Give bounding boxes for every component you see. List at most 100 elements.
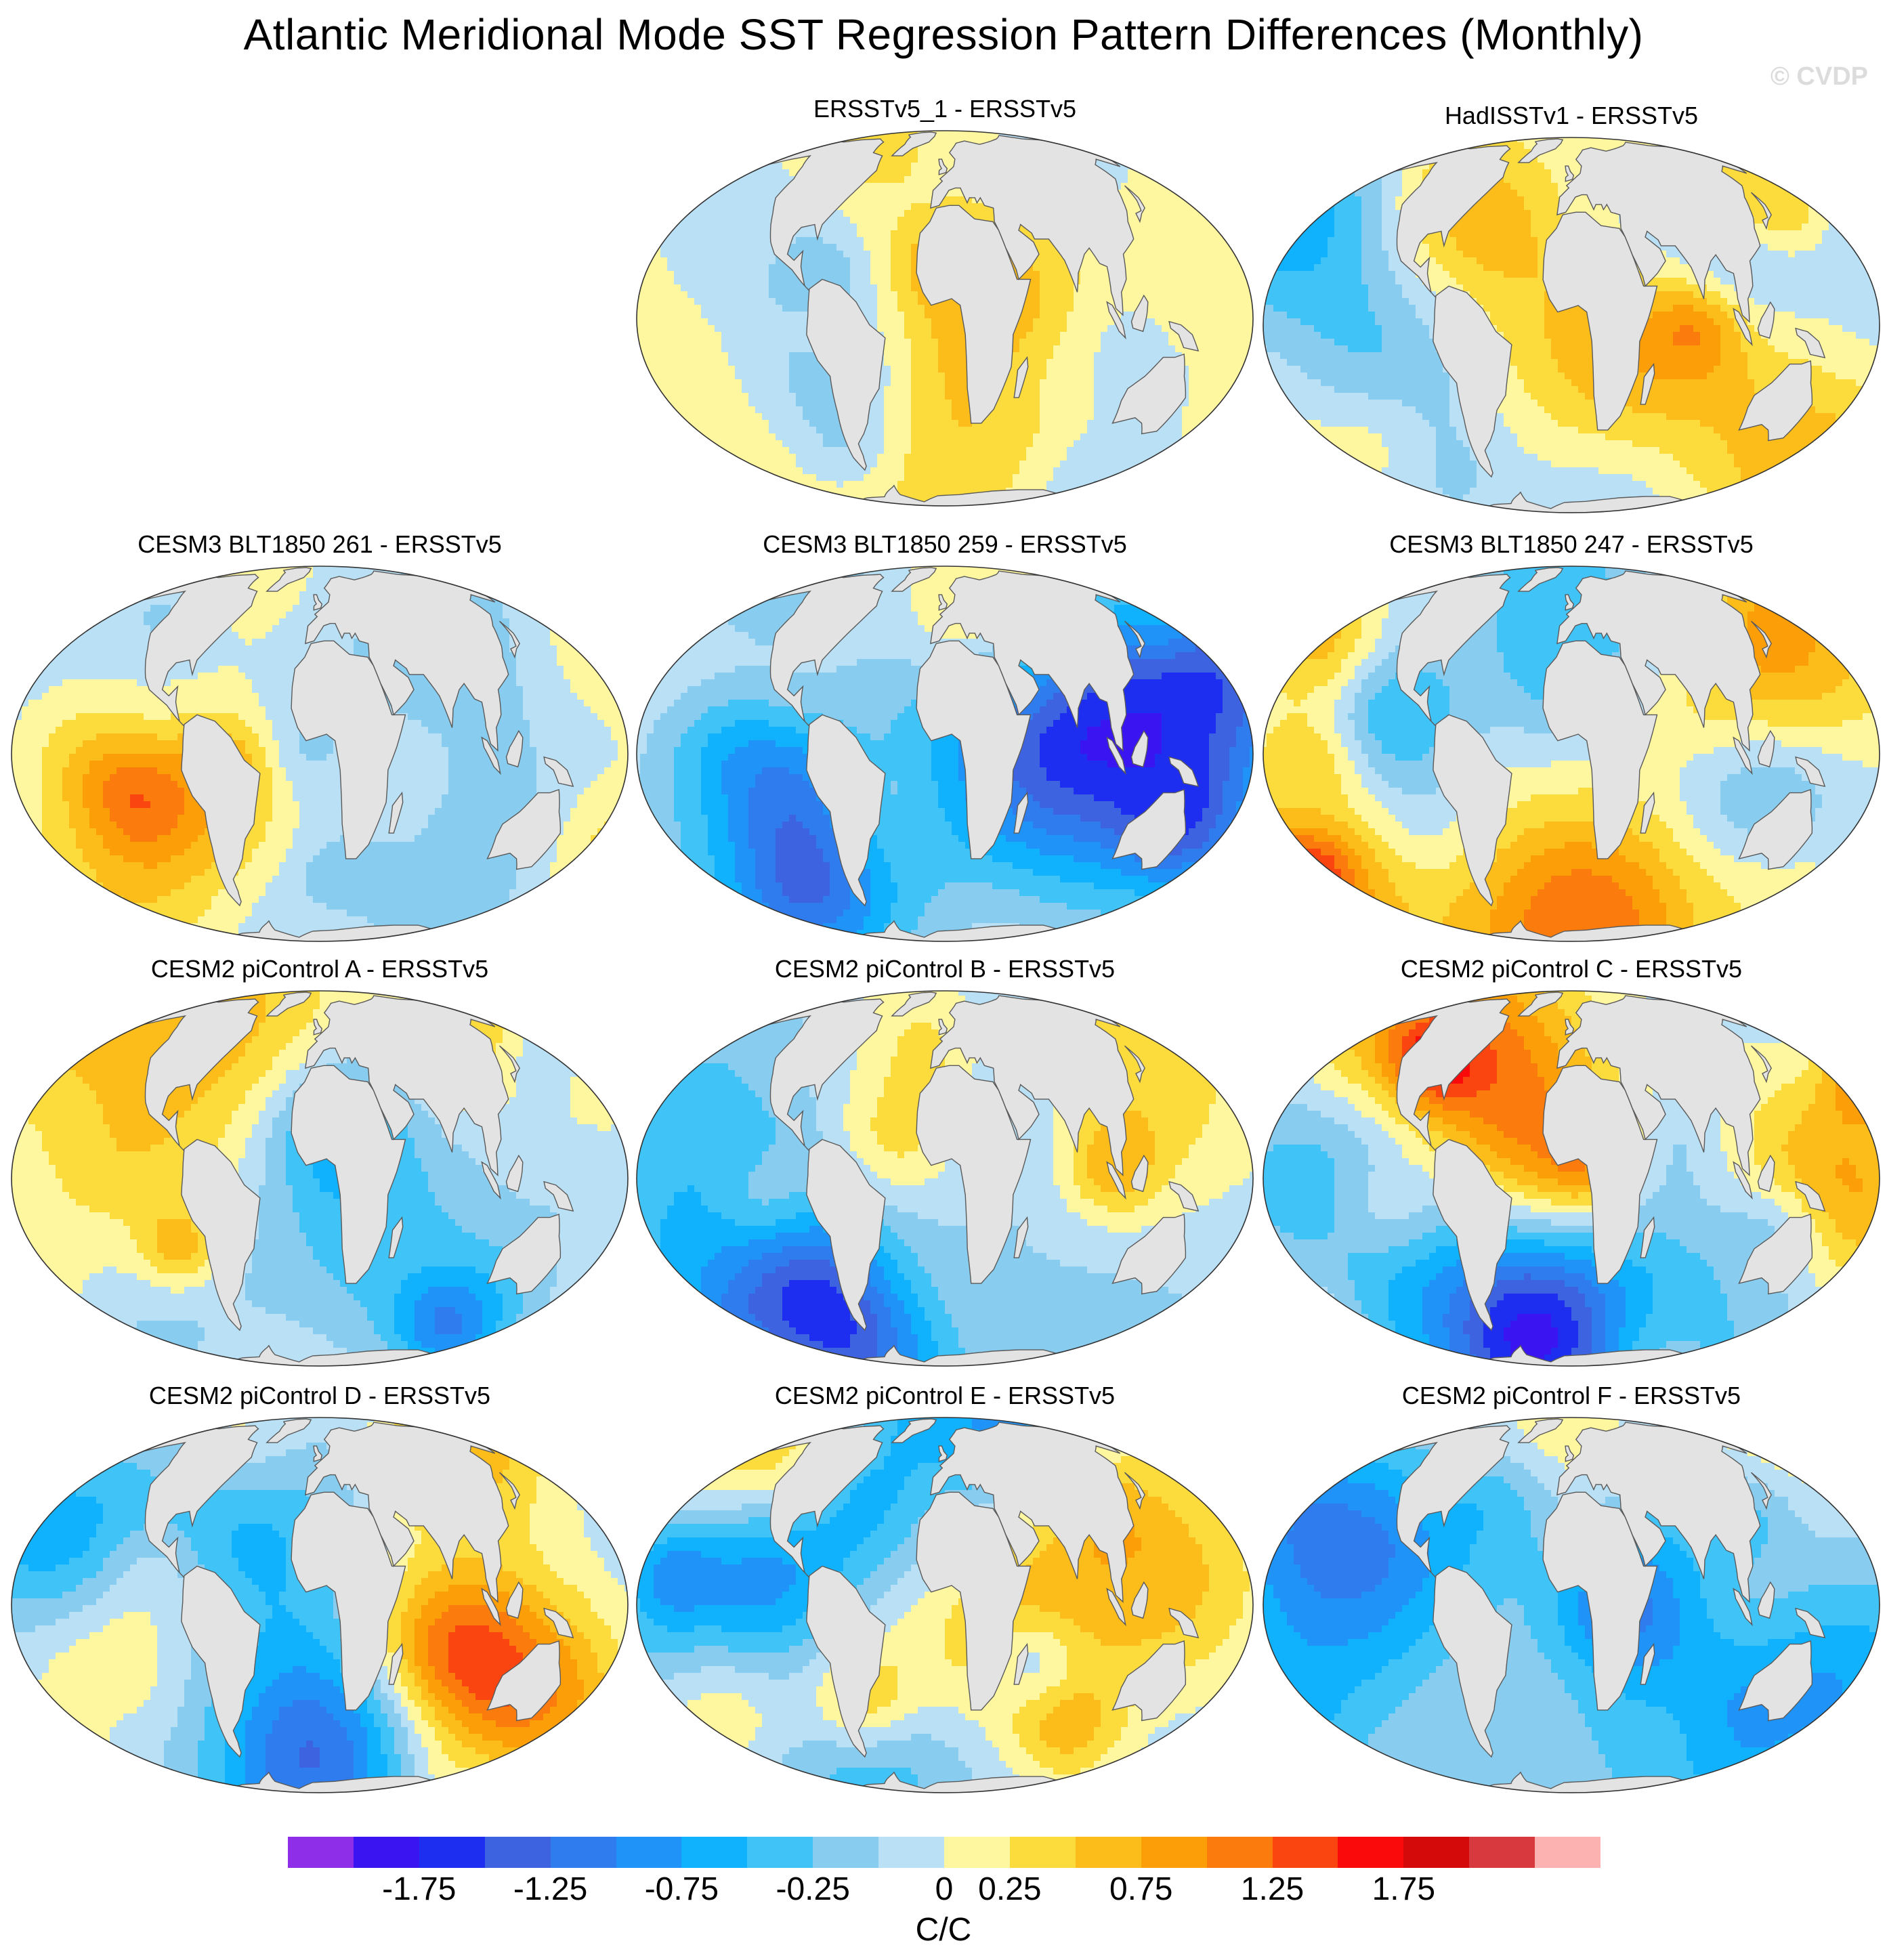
colorbar bbox=[288, 1837, 1601, 1868]
land-mass bbox=[1111, 353, 1187, 435]
land-mass bbox=[1757, 1154, 1775, 1193]
world-map bbox=[11, 1417, 629, 1793]
colorbar-tick-label: 0.25 bbox=[978, 1871, 1041, 1908]
land-mass bbox=[1640, 791, 1655, 834]
land-mass bbox=[313, 1445, 323, 1462]
world-map bbox=[1263, 1417, 1880, 1793]
world-map bbox=[1263, 566, 1880, 942]
panel-title: CESM3 BLT1850 261 - ERSSTv5 bbox=[8, 530, 631, 559]
land-mass bbox=[1556, 570, 1761, 752]
land-mass bbox=[930, 995, 1135, 1176]
land-mass bbox=[1168, 756, 1200, 788]
world-map bbox=[636, 990, 1254, 1367]
land-mass bbox=[1130, 294, 1149, 333]
land-mass bbox=[1733, 1161, 1753, 1200]
land-mass bbox=[891, 992, 937, 1017]
land-mass bbox=[938, 158, 948, 175]
land-mass bbox=[505, 1154, 524, 1193]
colorbar-swatch bbox=[353, 1837, 420, 1868]
land-mass bbox=[806, 278, 886, 471]
panel-title: CESM2 piControl A - ERSSTv5 bbox=[8, 955, 631, 983]
land-mass bbox=[1013, 356, 1029, 398]
land-mass bbox=[938, 1445, 948, 1462]
land-mass bbox=[1124, 1045, 1146, 1084]
map-panel-cesm2-d: CESM2 piControl D - ERSSTv5 bbox=[8, 1382, 631, 1815]
land-mass bbox=[1013, 1642, 1029, 1685]
sst-field bbox=[637, 1418, 1253, 1793]
land-mass bbox=[1542, 640, 1658, 859]
map-border bbox=[1263, 1417, 1880, 1793]
sst-field bbox=[637, 991, 1253, 1366]
colorbar-tick-label: -1.75 bbox=[382, 1871, 456, 1908]
land-mass bbox=[1750, 1045, 1773, 1084]
land-mass bbox=[305, 995, 509, 1176]
land-mass bbox=[1738, 360, 1813, 442]
panel-title: CESM2 piControl B - ERSSTv5 bbox=[633, 955, 1256, 983]
land-mass bbox=[916, 1491, 1032, 1711]
colorbar-tick-label: -0.75 bbox=[645, 1871, 719, 1908]
land-mass bbox=[1013, 1216, 1029, 1258]
world-map bbox=[636, 130, 1254, 507]
sst-field bbox=[1263, 566, 1880, 941]
panel-title: ERSSTv5_1 - ERSSTv5 bbox=[633, 95, 1256, 123]
colorbar-tick-label: 0 bbox=[935, 1871, 954, 1908]
land-mass bbox=[806, 714, 886, 907]
land-mass bbox=[1556, 995, 1761, 1176]
land-mass bbox=[486, 1640, 561, 1722]
map-border bbox=[1263, 137, 1880, 513]
map-panel-cesm3-261: CESM3 BLT1850 261 - ERSSTv5 bbox=[8, 530, 631, 964]
colorbar-swatch bbox=[1272, 1837, 1338, 1868]
land-mass bbox=[1542, 1491, 1658, 1711]
map-panel-cesm3-247: CESM3 BLT1850 247 - ERSSTv5 bbox=[1260, 530, 1883, 964]
land-mass bbox=[1111, 1640, 1187, 1722]
land-mass bbox=[767, 138, 885, 293]
colorbar-swatch bbox=[288, 1837, 354, 1868]
land-mass bbox=[1111, 788, 1187, 870]
colorbar-swatch bbox=[681, 1837, 748, 1868]
panel-title: CESM3 BLT1850 247 - ERSSTv5 bbox=[1260, 530, 1883, 559]
land-mass bbox=[1556, 1422, 1761, 1603]
land-mass bbox=[505, 1581, 524, 1619]
land-mass bbox=[1106, 736, 1126, 775]
colorbar-tick-label: 0.75 bbox=[1109, 1871, 1172, 1908]
land-mass bbox=[1565, 165, 1575, 182]
panel-title: CESM2 piControl F - ERSSTv5 bbox=[1260, 1382, 1883, 1410]
map-border bbox=[1263, 566, 1880, 942]
land-mass bbox=[1750, 620, 1773, 659]
land-mass bbox=[543, 1180, 574, 1212]
world-map bbox=[636, 1417, 1254, 1793]
colorbar-tick-label: 1.75 bbox=[1372, 1871, 1435, 1908]
land-mass bbox=[1124, 620, 1146, 659]
colorbar-swatch bbox=[747, 1837, 813, 1868]
land-mass bbox=[806, 1138, 886, 1331]
world-map bbox=[1263, 990, 1880, 1367]
land-mass bbox=[1433, 1138, 1512, 1331]
land-mass bbox=[291, 1065, 406, 1284]
land-mass bbox=[1750, 192, 1773, 230]
land-mass bbox=[1750, 1472, 1773, 1510]
colorbar-swatch bbox=[944, 1837, 1011, 1868]
land-mass bbox=[1795, 1607, 1826, 1639]
land-mass bbox=[1433, 1565, 1512, 1758]
land-mass bbox=[388, 1216, 404, 1258]
map-border bbox=[11, 1417, 629, 1793]
land-mass bbox=[938, 594, 948, 611]
colorbar-swatch bbox=[878, 1837, 945, 1868]
land-mass bbox=[291, 640, 406, 859]
land-mass bbox=[1517, 992, 1564, 1017]
colorbar-swatch bbox=[1535, 1837, 1601, 1868]
land-mass bbox=[938, 1019, 948, 1036]
colorbar-swatch bbox=[1403, 1837, 1470, 1868]
land-mass bbox=[1106, 301, 1126, 340]
map-panel-cesm3-259: CESM3 BLT1850 259 - ERSSTv5 bbox=[633, 530, 1256, 964]
land-mass bbox=[1542, 1065, 1658, 1284]
land-mass bbox=[481, 1161, 501, 1200]
land-mass bbox=[930, 135, 1135, 316]
world-map bbox=[636, 566, 1254, 942]
land-mass bbox=[181, 1565, 261, 1758]
land-mass bbox=[499, 1045, 521, 1084]
land-mass bbox=[499, 1472, 521, 1510]
land-mass bbox=[291, 1491, 406, 1711]
panel-title: CESM3 BLT1850 259 - ERSSTv5 bbox=[633, 530, 1256, 559]
land-mass bbox=[916, 205, 1032, 424]
